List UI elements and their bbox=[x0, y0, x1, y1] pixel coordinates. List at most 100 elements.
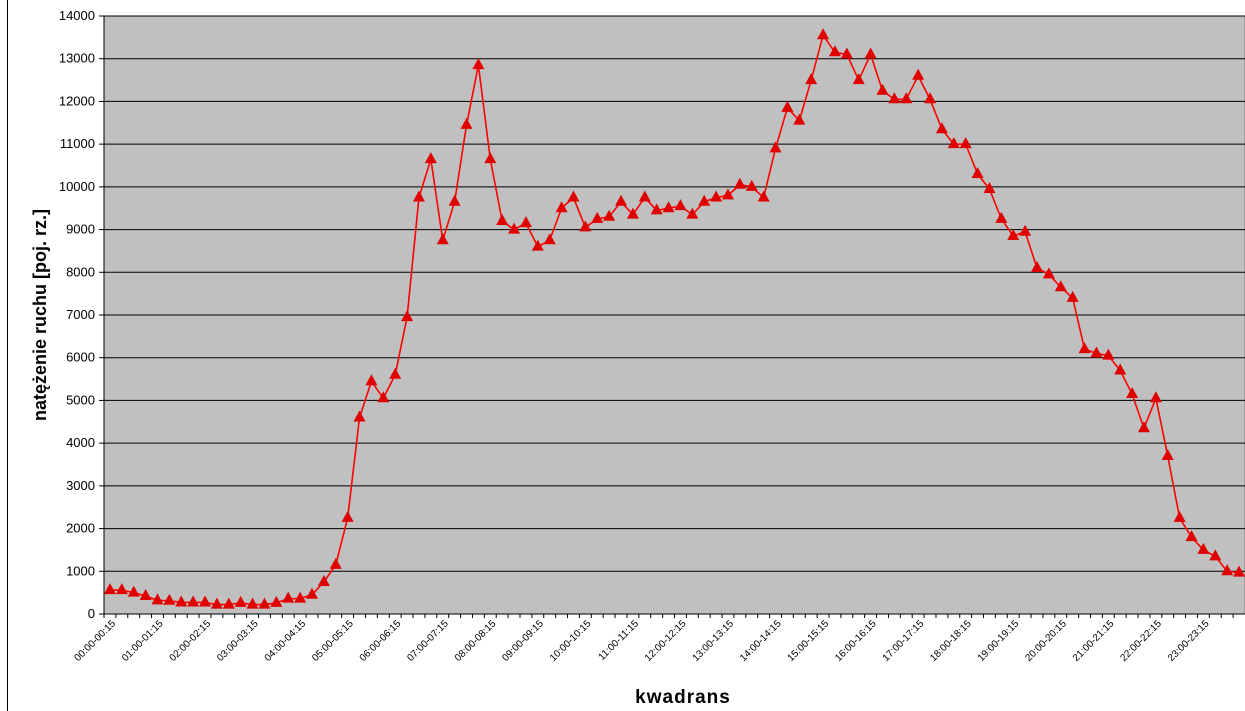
x-axis-title: kwadrans bbox=[635, 687, 731, 708]
x-tick-label: 13:00-13:15 bbox=[691, 618, 737, 664]
marker bbox=[1114, 363, 1127, 375]
marker bbox=[579, 220, 592, 232]
marker bbox=[1078, 342, 1091, 354]
marker bbox=[115, 583, 128, 595]
y-tick-label: 6000 bbox=[66, 350, 95, 365]
y-tick-label: 14000 bbox=[59, 8, 95, 23]
marker bbox=[484, 152, 497, 164]
marker bbox=[1173, 510, 1186, 522]
x-tick-label: 19:00-19:15 bbox=[976, 618, 1022, 664]
marker bbox=[805, 73, 818, 85]
marker bbox=[341, 510, 354, 522]
x-tick-label: 03:00-03:15 bbox=[215, 618, 261, 664]
marker bbox=[840, 47, 853, 59]
marker bbox=[959, 137, 972, 149]
marker bbox=[187, 595, 200, 607]
y-tick-label: 1000 bbox=[66, 563, 95, 578]
marker bbox=[412, 190, 425, 202]
marker bbox=[543, 233, 556, 245]
marker bbox=[282, 591, 295, 603]
marker bbox=[912, 68, 925, 80]
marker bbox=[876, 83, 889, 95]
marker bbox=[674, 199, 687, 211]
marker bbox=[1185, 530, 1198, 542]
marker bbox=[983, 181, 996, 193]
marker bbox=[436, 233, 449, 245]
marker bbox=[947, 137, 960, 149]
y-tick-label: 4000 bbox=[66, 435, 95, 450]
marker bbox=[1007, 228, 1020, 240]
marker bbox=[472, 58, 485, 70]
y-tick-label: 7000 bbox=[66, 307, 95, 322]
x-tick-label: 09:00-09:15 bbox=[500, 618, 546, 664]
marker bbox=[1233, 565, 1245, 577]
marker bbox=[567, 190, 580, 202]
x-tick-label: 16:00-16:15 bbox=[833, 618, 879, 664]
marker bbox=[864, 47, 877, 59]
marker bbox=[626, 207, 639, 219]
x-tick-label: 18:00-18:15 bbox=[928, 618, 974, 664]
marker bbox=[151, 593, 164, 605]
marker bbox=[127, 585, 140, 597]
marker bbox=[615, 194, 628, 206]
marker bbox=[852, 73, 865, 85]
marker bbox=[365, 374, 378, 386]
marker bbox=[305, 587, 318, 599]
marker bbox=[828, 45, 841, 57]
marker bbox=[1031, 261, 1044, 273]
marker bbox=[924, 92, 937, 104]
y-tick-label: 11000 bbox=[60, 136, 95, 151]
y-tick-label: 3000 bbox=[66, 478, 95, 493]
x-tick-label: 05:00-05:15 bbox=[310, 618, 356, 664]
x-tick-label: 12:00-12:15 bbox=[643, 618, 689, 664]
x-tick-label: 02:00-02:15 bbox=[168, 618, 214, 664]
x-tick-label: 14:00-14:15 bbox=[738, 618, 784, 664]
marker bbox=[603, 209, 616, 221]
x-tick-label: 20:00-20:15 bbox=[1023, 618, 1069, 664]
y-tick-label: 9000 bbox=[66, 222, 95, 237]
marker bbox=[460, 117, 473, 129]
marker bbox=[971, 167, 984, 179]
marker bbox=[519, 216, 532, 228]
marker bbox=[769, 141, 782, 153]
marker bbox=[1066, 290, 1079, 302]
marker bbox=[508, 222, 521, 234]
marker bbox=[401, 310, 414, 322]
marker bbox=[199, 595, 212, 607]
marker bbox=[817, 28, 830, 40]
marker bbox=[222, 597, 235, 609]
marker bbox=[733, 177, 746, 189]
marker bbox=[900, 92, 913, 104]
marker bbox=[781, 100, 794, 112]
marker bbox=[258, 597, 271, 609]
marker bbox=[246, 597, 259, 609]
marker bbox=[448, 194, 461, 206]
marker bbox=[294, 591, 307, 603]
marker bbox=[1126, 387, 1139, 399]
x-tick-label: 06:00-06:15 bbox=[358, 618, 404, 664]
marker bbox=[531, 239, 544, 251]
marker bbox=[888, 92, 901, 104]
marker bbox=[1042, 267, 1055, 279]
y-tick-label: 8000 bbox=[66, 264, 95, 279]
y-axis-title: natężenie ruchu [poj. rz.] bbox=[30, 209, 50, 421]
marker bbox=[139, 589, 152, 601]
marker bbox=[377, 391, 390, 403]
x-tick-label: 15:00-15:15 bbox=[786, 618, 832, 664]
marker bbox=[650, 203, 663, 215]
marker bbox=[793, 113, 806, 125]
marker bbox=[163, 593, 176, 605]
x-tick-label: 01:00-01:15 bbox=[120, 618, 166, 664]
marker bbox=[1102, 348, 1115, 360]
marker bbox=[329, 557, 342, 569]
x-tick-label: 08:00-08:15 bbox=[453, 618, 499, 664]
marker bbox=[721, 188, 734, 200]
x-tick-label: 23:00-23:15 bbox=[1166, 618, 1212, 664]
marker bbox=[757, 190, 770, 202]
marker bbox=[591, 211, 604, 223]
marker bbox=[686, 207, 699, 219]
marker bbox=[1137, 421, 1150, 433]
x-tick-label: 10:00-10:15 bbox=[548, 618, 594, 664]
y-tick-label: 13000 bbox=[59, 51, 95, 66]
x-tick-label: 17:00-17:15 bbox=[881, 618, 927, 664]
